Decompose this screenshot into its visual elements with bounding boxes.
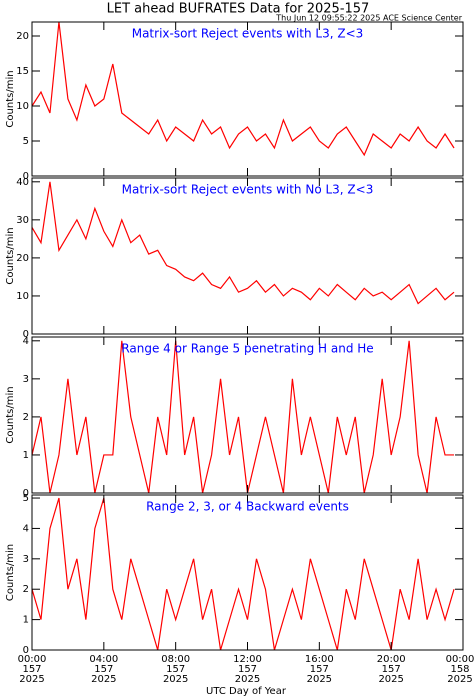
y-tick-label: 0 bbox=[23, 488, 29, 499]
panel-title: Range 2, 3, or 4 Backward events bbox=[146, 500, 349, 514]
y-tick-label: 2 bbox=[23, 412, 29, 423]
y-tick-label: 10 bbox=[16, 291, 29, 302]
panel-frame bbox=[31, 494, 464, 651]
x-tick-year: 2025 bbox=[235, 674, 260, 685]
y-tick-label: 30 bbox=[16, 215, 29, 226]
panel-frame bbox=[31, 21, 464, 177]
x-tick-label: 00:00 bbox=[18, 654, 47, 665]
y-tick-label: 4 bbox=[23, 523, 29, 534]
y-axis-label: Counts/min bbox=[5, 227, 16, 284]
y-tick-label: 40 bbox=[16, 177, 29, 188]
y-tick-label: 4 bbox=[23, 336, 29, 347]
y-tick-label: 0 bbox=[23, 645, 29, 656]
y-tick-label: 0 bbox=[23, 171, 29, 182]
x-tick-label: 16:00 bbox=[305, 654, 334, 665]
x-axis-label: UTC Day of Year bbox=[206, 686, 287, 697]
x-tick-day: 157 bbox=[382, 664, 401, 675]
data-line bbox=[31, 497, 455, 651]
x-tick-day: 157 bbox=[310, 664, 329, 675]
y-axis-label: Counts/min bbox=[5, 544, 16, 601]
y-tick-label: 1 bbox=[23, 450, 29, 461]
x-tick-year: 2025 bbox=[307, 674, 332, 685]
data-line bbox=[31, 340, 455, 494]
x-tick-day: 158 bbox=[450, 664, 469, 675]
page-title: LET ahead BUFRATES Data for 2025-157 bbox=[107, 2, 370, 17]
x-tick-label: 04:00 bbox=[89, 654, 118, 665]
y-tick-label: 5 bbox=[23, 493, 29, 504]
data-line bbox=[31, 21, 455, 157]
panel-frame bbox=[31, 336, 464, 494]
y-tick-label: 3 bbox=[23, 374, 29, 385]
data-line bbox=[31, 181, 455, 305]
y-tick-label: 3 bbox=[23, 554, 29, 565]
subtitle: Thu Jun 12 09:55:22 2025 ACE Science Cen… bbox=[275, 14, 462, 23]
x-tick-label: 20:00 bbox=[377, 654, 406, 665]
panel-title: Matrix-sort Reject events with L3, Z<3 bbox=[132, 27, 364, 41]
x-tick-year: 2025 bbox=[447, 674, 472, 685]
y-tick-label: 0 bbox=[23, 329, 29, 340]
x-tick-year: 2025 bbox=[378, 674, 403, 685]
x-tick-year: 2025 bbox=[163, 674, 188, 685]
y-axis-label: Counts/min bbox=[5, 70, 16, 127]
y-tick-label: 20 bbox=[16, 31, 29, 42]
y-tick-label: 2 bbox=[23, 584, 29, 595]
y-tick-label: 1 bbox=[23, 615, 29, 626]
x-tick-day: 157 bbox=[238, 664, 257, 675]
x-tick-day: 157 bbox=[94, 664, 113, 675]
y-tick-label: 10 bbox=[16, 101, 29, 112]
panel-frame bbox=[31, 177, 464, 335]
x-tick-year: 2025 bbox=[91, 674, 116, 685]
x-tick-label: 00:00 bbox=[446, 654, 475, 665]
y-axis-label: Counts/min bbox=[5, 386, 16, 443]
panel-title: Range 4 or Range 5 penetrating H and He bbox=[121, 342, 373, 356]
x-tick-year: 2025 bbox=[19, 674, 44, 685]
panel-title: Matrix-sort Reject events with No L3, Z<… bbox=[122, 183, 374, 197]
x-tick-label: 08:00 bbox=[161, 654, 190, 665]
x-tick-day: 157 bbox=[166, 664, 185, 675]
y-tick-label: 15 bbox=[16, 66, 29, 77]
y-tick-label: 20 bbox=[16, 253, 29, 264]
x-tick-label: 12:00 bbox=[233, 654, 262, 665]
y-tick-label: 5 bbox=[23, 136, 29, 147]
x-tick-day: 157 bbox=[22, 664, 41, 675]
